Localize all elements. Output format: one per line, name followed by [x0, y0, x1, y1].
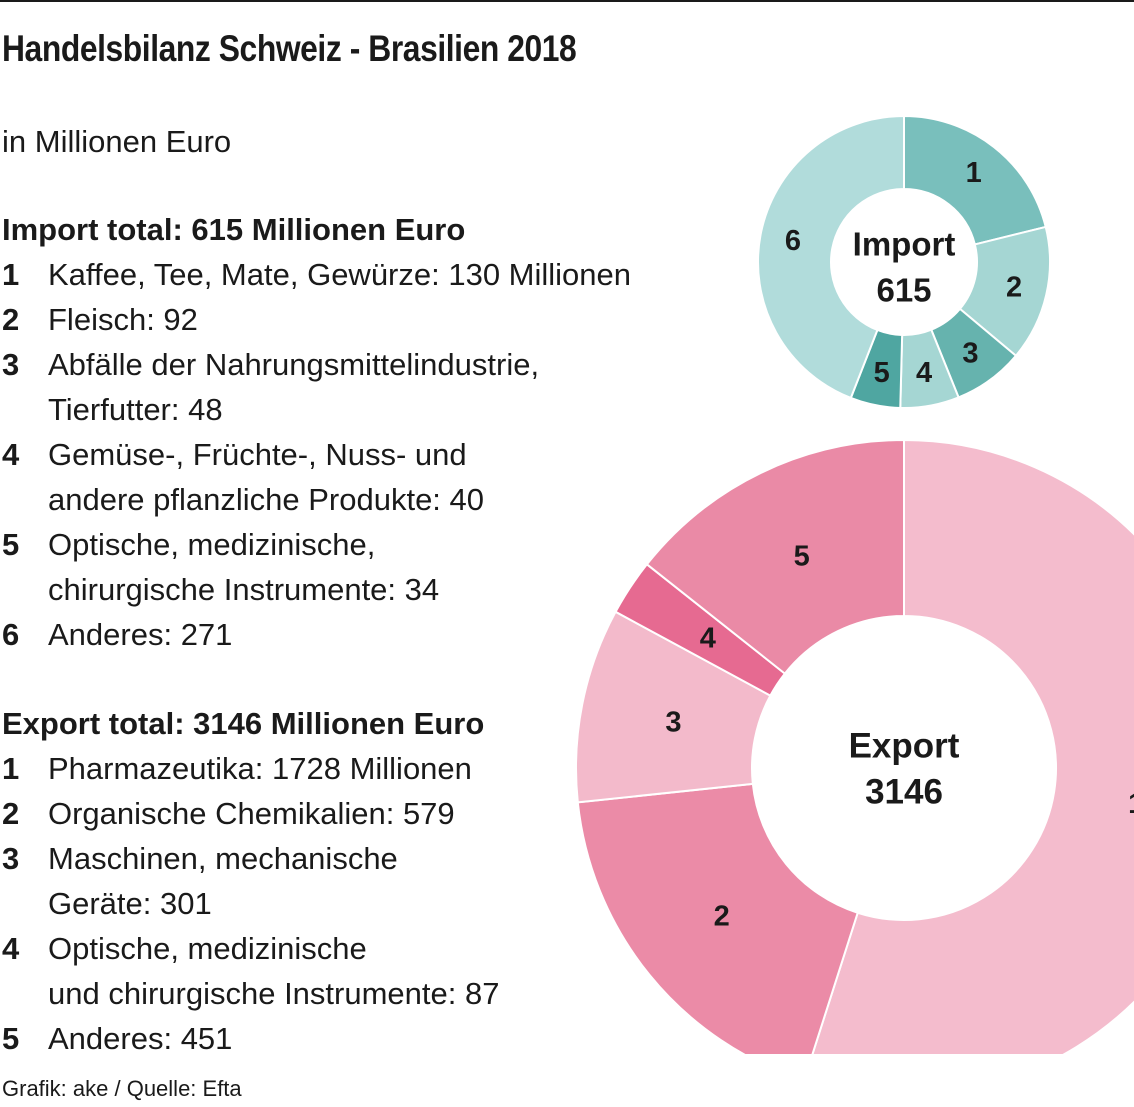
legend-text: Pharmazeutika: 1728 Millionen	[48, 751, 472, 786]
import-legend-item: 6 Anderes: 271	[2, 612, 631, 657]
export-legend: Export total: 3146 Millionen Euro 1 Pharm…	[2, 701, 499, 1061]
import-legend: Import total: 615 Millionen Euro 1 Kaffee…	[2, 207, 631, 657]
import-slice-label: 3	[962, 337, 978, 369]
legend-number: 3	[2, 347, 20, 382]
legend-text: Kaffee, Tee, Mate, Gewürze: 130 Millione…	[48, 257, 632, 292]
export-legend-item: 2 Organische Chemikalien: 579	[2, 791, 499, 836]
legend-text: Optische, medizinische, chirurgische Ins…	[48, 527, 440, 607]
legend-number: 5	[2, 527, 20, 562]
import-legend-item: 3 Abfälle der Nahrungsmittelindustrie, Ti…	[2, 342, 631, 432]
legend-text: Anderes: 271	[48, 617, 233, 652]
legend-number: 4	[2, 437, 20, 472]
legend-text: Organische Chemikalien: 579	[48, 796, 455, 831]
legend-number: 1	[2, 751, 20, 786]
legend-number: 4	[2, 931, 20, 966]
import-slice-1	[903, 114, 1047, 246]
export-legend-item: 3 Maschinen, mechanische Geräte: 301	[2, 836, 499, 926]
import-legend-item: 1 Kaffee, Tee, Mate, Gewürze: 130 Million…	[2, 252, 631, 297]
legend-text: Fleisch: 92	[48, 302, 198, 337]
import-slice-label: 6	[785, 225, 801, 257]
source-credit: Grafik: ake / Quelle: Efta	[2, 1076, 242, 1101]
legend-text: Abfälle der Nahrungsmittelindustrie, Tie…	[48, 347, 540, 427]
export-slice-label: 2	[714, 900, 730, 932]
legend-text: Maschinen, mechanische Geräte: 301	[48, 841, 398, 921]
legend-number: 2	[2, 302, 20, 337]
chart-title: Handelsbilanz Schweiz - Brasilien 2018	[2, 28, 577, 69]
donut-charts: 123456Import61512345Export3146	[575, 114, 1134, 1054]
chart-subtitle: in Millionen Euro	[2, 124, 232, 159]
import-slice-6	[757, 114, 905, 400]
legend-number: 6	[2, 617, 20, 652]
import-legend-item: 4 Gemüse-, Früchte-, Nuss- und andere pfl…	[2, 432, 631, 522]
legend-text: Anderes: 451	[48, 1021, 233, 1056]
import-center-total: 615	[876, 272, 931, 309]
export-slice-3	[575, 610, 772, 804]
export-legend-item: 5 Anderes: 451	[2, 1016, 499, 1061]
import-center-label: Import	[853, 226, 956, 263]
legend-number: 2	[2, 796, 20, 831]
export-legend-item: 4 Optische, medizinische und chirurgische…	[2, 926, 499, 1016]
export-center-label: Export	[849, 727, 960, 766]
export-slice-label: 5	[794, 540, 810, 572]
legend-number: 1	[2, 257, 20, 292]
import-slice-label: 1	[966, 157, 982, 189]
export-legend-item: 1 Pharmazeutika: 1728 Millionen	[2, 746, 499, 791]
legend-number: 5	[2, 1021, 20, 1056]
export-slice-label: 1	[1128, 788, 1134, 820]
top-rule	[0, 0, 1134, 2]
import-slice-label: 4	[916, 357, 932, 389]
export-slice-2	[576, 782, 859, 1054]
legend-text: Optische, medizinische und chirurgische …	[48, 931, 500, 1011]
export-legend-heading: Export total: 3146 Millionen Euro	[2, 706, 485, 741]
import-legend-item: 5 Optische, medizinische, chirurgische In…	[2, 522, 631, 612]
import-legend-heading: Import total: 615 Millionen Euro	[2, 212, 466, 247]
export-slice-1	[811, 438, 1134, 1054]
legend-text: Gemüse-, Früchte-, Nuss- und andere pfla…	[48, 437, 485, 517]
import-slice-label: 5	[874, 357, 890, 389]
export-slice-5	[645, 438, 905, 676]
import-legend-item: 2 Fleisch: 92	[2, 297, 631, 342]
export-center-total: 3146	[865, 773, 943, 812]
export-slice-label: 3	[665, 706, 681, 738]
legend-number: 3	[2, 841, 20, 876]
import-slice-label: 2	[1006, 271, 1022, 303]
export-slice-label: 4	[700, 623, 716, 655]
